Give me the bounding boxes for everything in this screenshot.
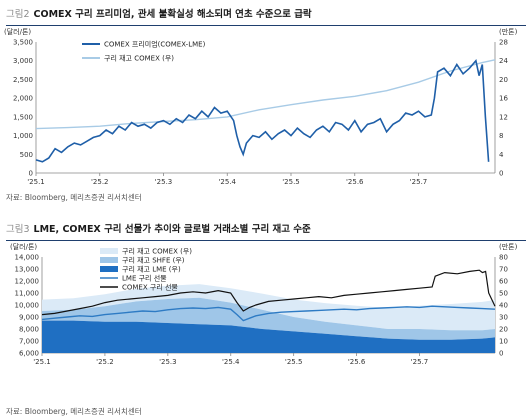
figure2-title-text: LME, COMEX 구리 선물가 추이와 글로벌 거래소별 구리 재고 수준	[33, 224, 311, 235]
c2-left-tick-label: 11,000	[15, 290, 40, 298]
c1-x-tick-label: '25.6	[346, 178, 364, 186]
c1-right-tick-label: 20	[499, 76, 508, 84]
c1-x-tick-label: '25.4	[218, 178, 236, 186]
c2-legend-label-comex-inventory: 구리 재고 COMEX (우)	[122, 247, 192, 256]
c1-right-unit: (만톤)	[499, 28, 518, 36]
c1-left-tick-label: 2,000	[13, 95, 33, 103]
figure1-title-text: COMEX 구리 프리미엄, 관세 불확실성 해소되며 연초 수준으로 급락	[33, 9, 312, 20]
c2-x-tick-label: '25.5	[285, 358, 303, 366]
c2-legend-swatch-lme-inventory	[100, 266, 118, 272]
figure1-title-rule	[6, 25, 526, 26]
c2-legend-swatch-shfe-inventory	[100, 257, 118, 263]
c2-right-tick-label: 70	[499, 266, 508, 274]
c1-left-tick-label: 2,500	[13, 76, 33, 84]
figure1-chart: (달러/톤) (만톤) 0 500 1,000 1,500 2,000 2,500 3,000 3…	[4, 28, 518, 186]
c2-series-comex-futures-line	[41, 269, 496, 316]
c1-right-tick-label: 0	[499, 170, 503, 178]
c2-left-tick-label: 12,000	[15, 278, 40, 286]
c1-right-tick-label: 8	[499, 132, 503, 140]
c2-x-tick-label: '25.4	[222, 358, 240, 366]
c1-right-tick-label: 4	[499, 151, 504, 159]
c1-left-tick-label: 1,000	[13, 132, 33, 140]
c2-series-lme-inventory-area	[42, 320, 495, 353]
c2-x-tick-label: '25.2	[96, 358, 114, 366]
c2-x-tick-label: '25.7	[411, 358, 429, 366]
c2-right-tick-label: 30	[499, 314, 508, 322]
c2-legend-swatch-comex-inventory	[100, 248, 118, 254]
c2-legend-label-lme-inventory: 구리 재고 LME (우)	[122, 265, 181, 274]
c2-left-tick-label: 13,000	[15, 266, 40, 274]
c2-left-tick-label: 6,000	[19, 350, 39, 358]
c1-x-tick-label: '25.2	[91, 178, 109, 186]
figure2-source: 자료: Bloomberg, 메리츠증권 리서치센터	[6, 407, 142, 416]
c2-legend-label-lme-futures: LME 구리 선물	[122, 274, 167, 283]
c2-legend-label-comex-futures: COMEX 구리 선물	[122, 283, 178, 292]
c1-series-comex-inventory-line	[35, 59, 496, 130]
c1-left-tick-label: 3,500	[13, 39, 33, 47]
c1-right-tick-label: 24	[499, 57, 508, 65]
c2-right-tick-label: 80	[499, 254, 508, 262]
figure1-title: 그림2 COMEX 구리 프리미엄, 관세 불확실성 해소되며 연초 수준으로 급…	[6, 6, 312, 20]
c1-left-tick-label: 3,000	[13, 57, 33, 65]
c2-series-comex-inventory-area	[42, 284, 495, 331]
c2-right-tick-label: 60	[499, 278, 508, 286]
figure2-number: 그림3	[6, 224, 30, 235]
c1-series-comex-premium-line	[35, 58, 490, 163]
c1-x-tick-label: '25.7	[410, 178, 428, 186]
c1-left-tick-label: 0	[29, 170, 33, 178]
c2-left-unit: (달러/톤)	[10, 243, 37, 251]
figure1-source: 자료: Bloomberg, 메리츠증권 리서치센터	[6, 193, 142, 202]
c2-right-tick-label: 40	[499, 302, 508, 310]
c1-x-tick-label: '25.1	[27, 178, 45, 186]
c2-right-tick-label: 10	[499, 338, 508, 346]
c1-legend-label-premium: COMEX 프리미엄(COMEX-LME)	[104, 40, 206, 49]
c1-right-tick-label: 28	[499, 39, 508, 47]
c2-x-tick-label: '25.3	[159, 358, 177, 366]
figure2-title: 그림3 LME, COMEX 구리 선물가 추이와 글로벌 거래소별 구리 재고 …	[6, 221, 311, 235]
c2-legend-label-shfe-inventory: 구리 재고 SHFE (우)	[122, 256, 185, 265]
c1-right-tick-label: 12	[499, 113, 508, 121]
c1-left-tick-label: 1,500	[13, 113, 33, 121]
figure2-chart: (달러/톤) (만톤) 6,000 7,000 8,000 9,000 10,000 11,0…	[10, 243, 518, 366]
c2-series-shfe-inventory-area	[42, 297, 495, 340]
c2-left-tick-label: 9,000	[19, 314, 39, 322]
c1-left-tick-label: 500	[20, 151, 33, 159]
c2-left-tick-label: 10,000	[15, 302, 40, 310]
c2-right-tick-label: 0	[499, 350, 503, 358]
c2-series-lme-futures-line	[41, 305, 496, 322]
c2-left-tick-label: 7,000	[19, 338, 39, 346]
c2-right-tick-label: 20	[499, 326, 508, 334]
c2-x-tick-label: '25.1	[33, 358, 51, 366]
c1-legend-label-inventory: 구리 재고 COMEX (우)	[104, 54, 174, 63]
c1-left-unit: (달러/톤)	[4, 28, 31, 36]
c1-x-tick-label: '25.5	[282, 178, 300, 186]
c2-left-tick-label: 14,000	[15, 254, 40, 262]
c2-x-tick-label: '25.6	[348, 358, 366, 366]
c1-right-tick-label: 16	[499, 95, 508, 103]
c1-x-tick-label: '25.3	[155, 178, 173, 186]
c2-left-tick-label: 8,000	[19, 326, 39, 334]
c2-right-tick-label: 50	[499, 290, 508, 298]
c2-right-unit: (만톤)	[499, 243, 518, 251]
figure2-title-rule	[6, 240, 526, 241]
figure1-number: 그림2	[6, 9, 30, 20]
